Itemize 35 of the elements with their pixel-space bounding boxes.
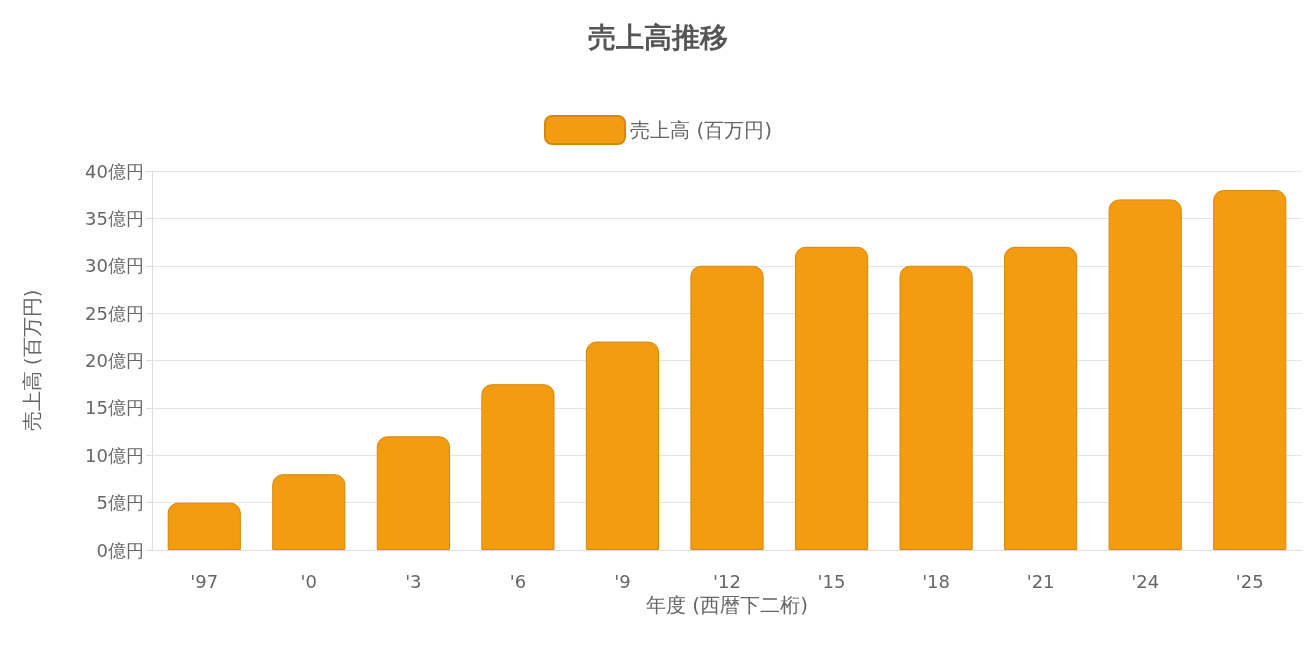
x-axis-title: 年度 (西暦下二桁): [646, 592, 808, 617]
x-tick-label: '18: [922, 570, 951, 592]
bar: [272, 474, 346, 550]
x-tick-label: '12: [713, 570, 741, 592]
y-tick-label: 40億円: [85, 160, 144, 182]
y-tick-label: 15億円: [85, 397, 144, 419]
y-tick-label: 10億円: [85, 444, 144, 466]
bar: [690, 265, 764, 550]
y-tick-label: 0億円: [96, 539, 144, 561]
x-tick-label: '3: [405, 570, 422, 592]
bar: [167, 502, 241, 550]
bar: [1213, 189, 1287, 550]
y-tick-label: 30億円: [85, 255, 144, 277]
bar: [899, 265, 973, 550]
x-tick-label: '0: [300, 570, 318, 592]
x-tick-label: '15: [817, 570, 846, 592]
bar: [585, 341, 660, 550]
bar: [481, 384, 555, 550]
y-tick-label: 20億円: [85, 350, 144, 371]
legend-label: 売上高 (百万円): [630, 118, 772, 142]
x-tick-label: '9: [614, 570, 631, 592]
bar: [1108, 199, 1182, 550]
bar: [1004, 246, 1078, 550]
bar: [376, 436, 450, 550]
y-axis-title: 売上高 (百万円): [20, 289, 44, 432]
x-tick-label: '24: [1131, 570, 1160, 592]
chart-title: 売上高推移: [588, 20, 728, 54]
bar: [794, 246, 869, 550]
x-tick-label: '97: [190, 570, 219, 592]
x-tick-label: '21: [1026, 570, 1055, 592]
y-tick-label: 25億円: [85, 302, 144, 324]
y-tick-label: 35億円: [85, 207, 144, 229]
y-tick-label: 5億円: [96, 492, 144, 514]
x-tick-label: '25: [1235, 570, 1264, 592]
x-tick-label: '6: [509, 570, 527, 592]
